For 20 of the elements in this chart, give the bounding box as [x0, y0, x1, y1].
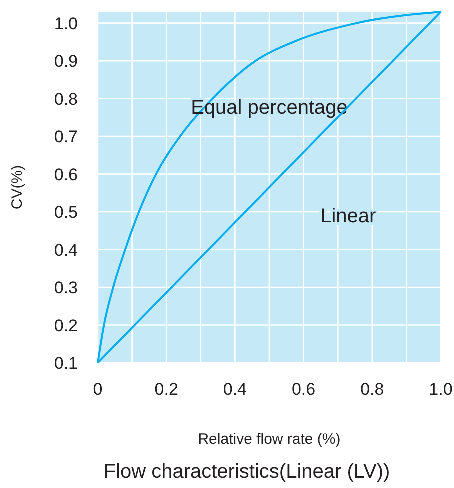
x-tick-label: 0.4	[223, 380, 248, 399]
text: Flow characteristics(Linear (LV))	[104, 461, 390, 483]
y-tick-label: 0.6	[54, 165, 78, 184]
y-axis-title: CV(%)	[9, 165, 26, 210]
y-tick-label: 0.2	[54, 316, 78, 336]
x-tick-label: 0.2	[154, 380, 178, 399]
y-tick-label: 1.0	[54, 14, 78, 34]
y-tick-label: 0.3	[54, 278, 78, 298]
y-tick-label: 0.9	[54, 52, 78, 72]
x-tick-label: 0	[93, 380, 103, 399]
y-tick-label: 0.4	[54, 240, 78, 260]
x-tick-label: 0.6	[292, 380, 316, 399]
y-tick-label: 0.7	[54, 128, 78, 147]
y-tick-label: 0.1	[54, 354, 78, 373]
y-tick-label: 0.8	[54, 90, 78, 109]
y-tick-label: 0.5	[54, 203, 78, 222]
x-axis-title: Relative flow rate (%)	[198, 431, 341, 448]
x-tick-label: 0.8	[360, 380, 384, 399]
x-tick-label: 1.0	[429, 380, 453, 399]
text: Linear	[320, 206, 377, 228]
